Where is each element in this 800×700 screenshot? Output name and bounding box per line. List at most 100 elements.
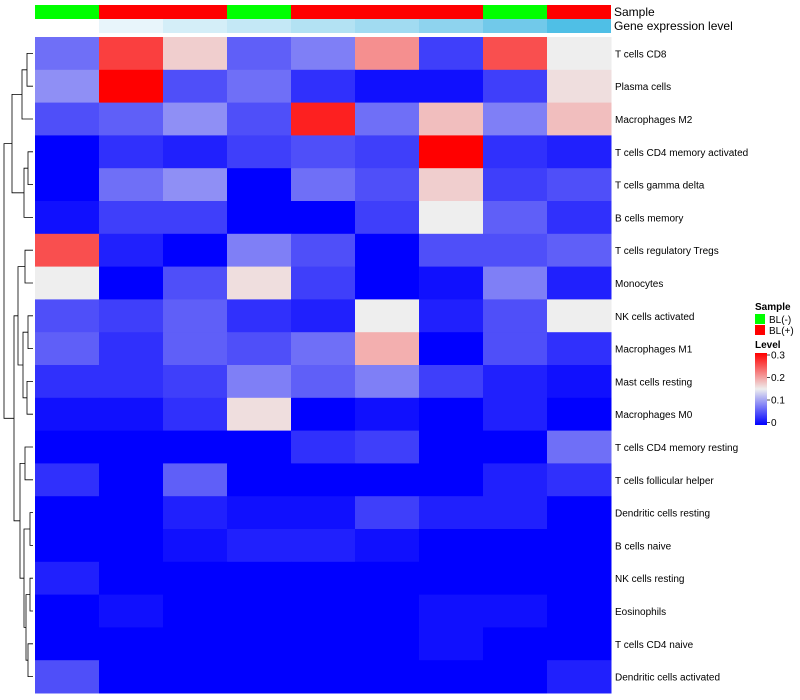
heatmap-cell	[547, 561, 612, 596]
annotation-cell	[163, 5, 227, 19]
annotation-track-label: Sample	[614, 5, 655, 19]
heatmap-cell	[483, 168, 548, 202]
heatmap-cell	[291, 529, 356, 563]
level-legend-title: Level	[755, 340, 781, 351]
heatmap-cell	[163, 529, 228, 563]
heatmap-cell	[547, 299, 612, 333]
heatmap-cells	[35, 37, 612, 694]
heatmap-cell	[419, 332, 484, 366]
heatmap-cell	[483, 37, 548, 71]
heatmap-cell	[227, 135, 292, 169]
heatmap-cell	[355, 627, 420, 661]
sample-legend-swatch	[755, 325, 765, 335]
heatmap-cell	[99, 299, 164, 333]
heatmap-cell	[291, 496, 356, 530]
heatmap-cell	[227, 37, 292, 71]
heatmap-cell	[227, 332, 292, 366]
heatmap-cell	[99, 660, 164, 694]
heatmap-cell	[291, 430, 356, 464]
heatmap-cell	[163, 627, 228, 661]
heatmap-cell	[227, 529, 292, 563]
sample-legend-title: Sample	[755, 302, 791, 313]
dendrogram-branch	[3, 143, 14, 419]
heatmap-cell	[291, 627, 356, 661]
heatmap-cell	[547, 332, 612, 366]
row-labels: T cells CD8 Plasma cells Macrophages M2 T c…	[615, 49, 748, 683]
heatmap-cell	[291, 365, 356, 399]
heatmap-cell	[163, 365, 228, 399]
heatmap-cell	[547, 37, 612, 71]
dendrogram-branch	[17, 266, 25, 366]
heatmap-cell	[419, 69, 484, 104]
heatmap-cell	[483, 660, 548, 694]
heatmap-cell	[547, 430, 612, 464]
heatmap-cell	[419, 594, 484, 628]
heatmap-cell	[163, 299, 228, 333]
annotation-cell	[355, 5, 419, 19]
heatmap-cell	[419, 168, 484, 202]
heatmap-cell	[35, 397, 100, 432]
row-label: Plasma cells	[615, 82, 671, 93]
heatmap-cell	[227, 397, 292, 432]
annotation-cell	[291, 19, 355, 33]
heatmap-cell	[227, 266, 292, 300]
sample-legend-items: BL(-)BL(+)	[755, 314, 794, 337]
heatmap-cell	[163, 201, 228, 235]
dendrogram-branch	[13, 315, 20, 522]
heatmap-cell	[483, 69, 548, 104]
heatmap-cell	[291, 37, 356, 71]
heatmap-cell	[419, 561, 484, 596]
row-label: T cells gamma delta	[615, 181, 705, 192]
heatmap-cell	[355, 37, 420, 71]
heatmap-cell	[547, 233, 612, 268]
heatmap-cell	[355, 266, 420, 300]
heatmap-cell	[291, 102, 356, 136]
heatmap-cell	[355, 529, 420, 563]
heatmap-cell	[355, 397, 420, 432]
heatmap-cell	[99, 463, 164, 497]
heatmap-cell	[163, 102, 228, 136]
annotation-cell	[35, 5, 99, 19]
heatmap-cell	[291, 201, 356, 235]
heatmap-cell	[99, 430, 164, 464]
dendrogram-branch	[26, 381, 33, 415]
heatmap-cell	[163, 496, 228, 530]
heatmap-cell	[227, 102, 292, 136]
heatmap-cell	[291, 463, 356, 497]
dendrogram-branch	[21, 69, 33, 120]
dendrogram-branch	[24, 446, 33, 481]
heatmap-cell	[163, 233, 228, 268]
heatmap-cell	[163, 463, 228, 497]
heatmap-cell	[163, 660, 228, 694]
heatmap-cell	[35, 561, 100, 596]
annotation-cell	[99, 19, 163, 33]
level-legend-ticks: 0.3 0.2 0.1 0	[767, 351, 785, 429]
row-label: T cells regulatory Tregs	[615, 246, 719, 257]
row-label: B cells naive	[615, 541, 672, 552]
dendrogram-branch	[24, 249, 33, 284]
heatmap-cell	[547, 266, 612, 300]
heatmap-cell	[419, 102, 484, 136]
heatmap-cell	[419, 496, 484, 530]
sample-legend-label: BL(-)	[769, 315, 791, 326]
row-label: Monocytes	[615, 279, 663, 290]
heatmap-cell	[547, 660, 612, 694]
row-label: Macrophages M1	[615, 345, 693, 356]
heatmap-cell	[547, 496, 612, 530]
heatmap-cell	[291, 660, 356, 694]
heatmap-cell	[163, 37, 228, 71]
heatmap-cell	[483, 627, 548, 661]
heatmap-cell	[163, 397, 228, 432]
heatmap-cell	[35, 463, 100, 497]
annotation-cell	[163, 19, 227, 33]
heatmap-cell	[35, 37, 100, 71]
level-tick-label: 0.2	[771, 373, 785, 384]
annotation-cell	[547, 5, 611, 19]
legend: Sample BL(-)BL(+) Level 0.3 0.2 0.1 0	[755, 302, 794, 429]
heatmap-cell	[291, 69, 356, 104]
heatmap-cell	[99, 233, 164, 268]
annotation-cell	[483, 5, 547, 19]
heatmap-cell	[227, 594, 292, 628]
heatmap-cell	[99, 594, 164, 628]
row-label: T cells CD4 memory activated	[615, 148, 748, 159]
